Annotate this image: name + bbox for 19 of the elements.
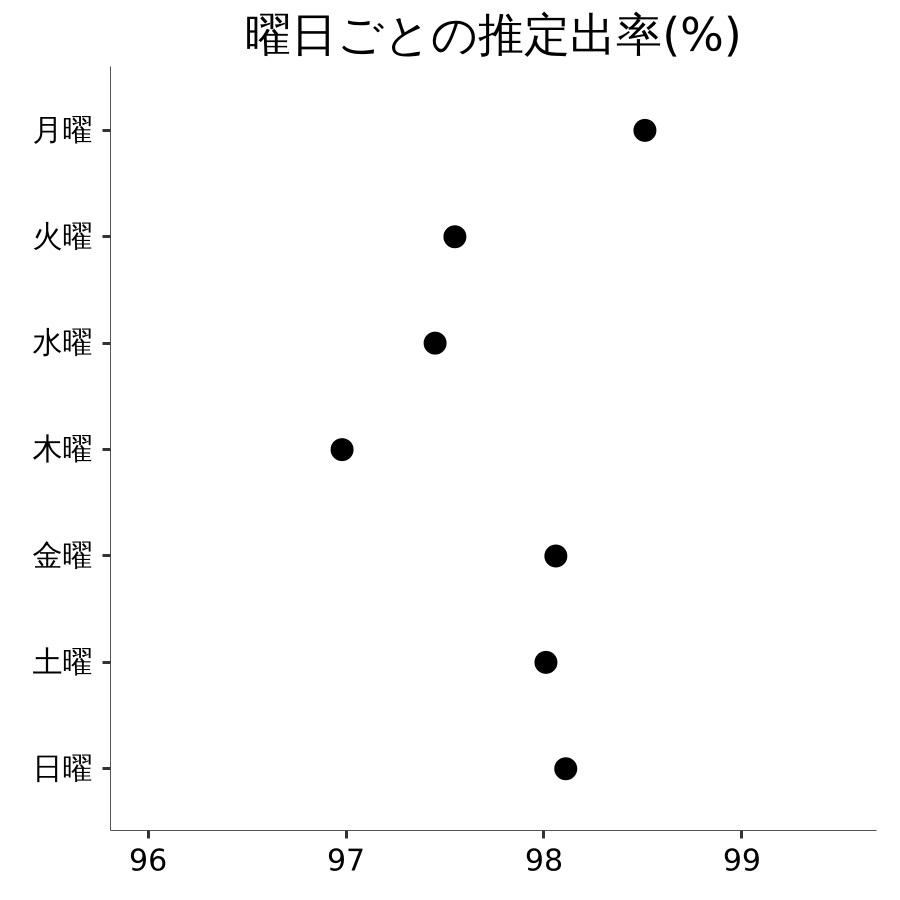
point (544, 544, 568, 568)
x-tick-label: 98 (524, 844, 564, 878)
y-tick-label: 火曜 (32, 219, 92, 254)
y-tick-label: 月曜 (32, 112, 92, 148)
y-tick-label: 金曜 (32, 538, 92, 574)
y-tick-label: 木曜 (32, 432, 92, 468)
point (424, 332, 447, 355)
y-tick-label: 日曜 (32, 751, 92, 786)
point (633, 118, 656, 142)
point (554, 757, 578, 780)
y-tick-label: 水曜 (32, 326, 92, 361)
x-tick-label: 97 (326, 844, 366, 878)
point (443, 225, 466, 248)
point (330, 438, 354, 462)
chart-title: 曜日ごとの推定出率(%) (245, 8, 742, 62)
y-tick-label: 土曜 (32, 644, 92, 680)
x-tick-label: 96 (129, 844, 168, 878)
x-tick-label: 99 (722, 844, 762, 878)
point (534, 650, 558, 674)
